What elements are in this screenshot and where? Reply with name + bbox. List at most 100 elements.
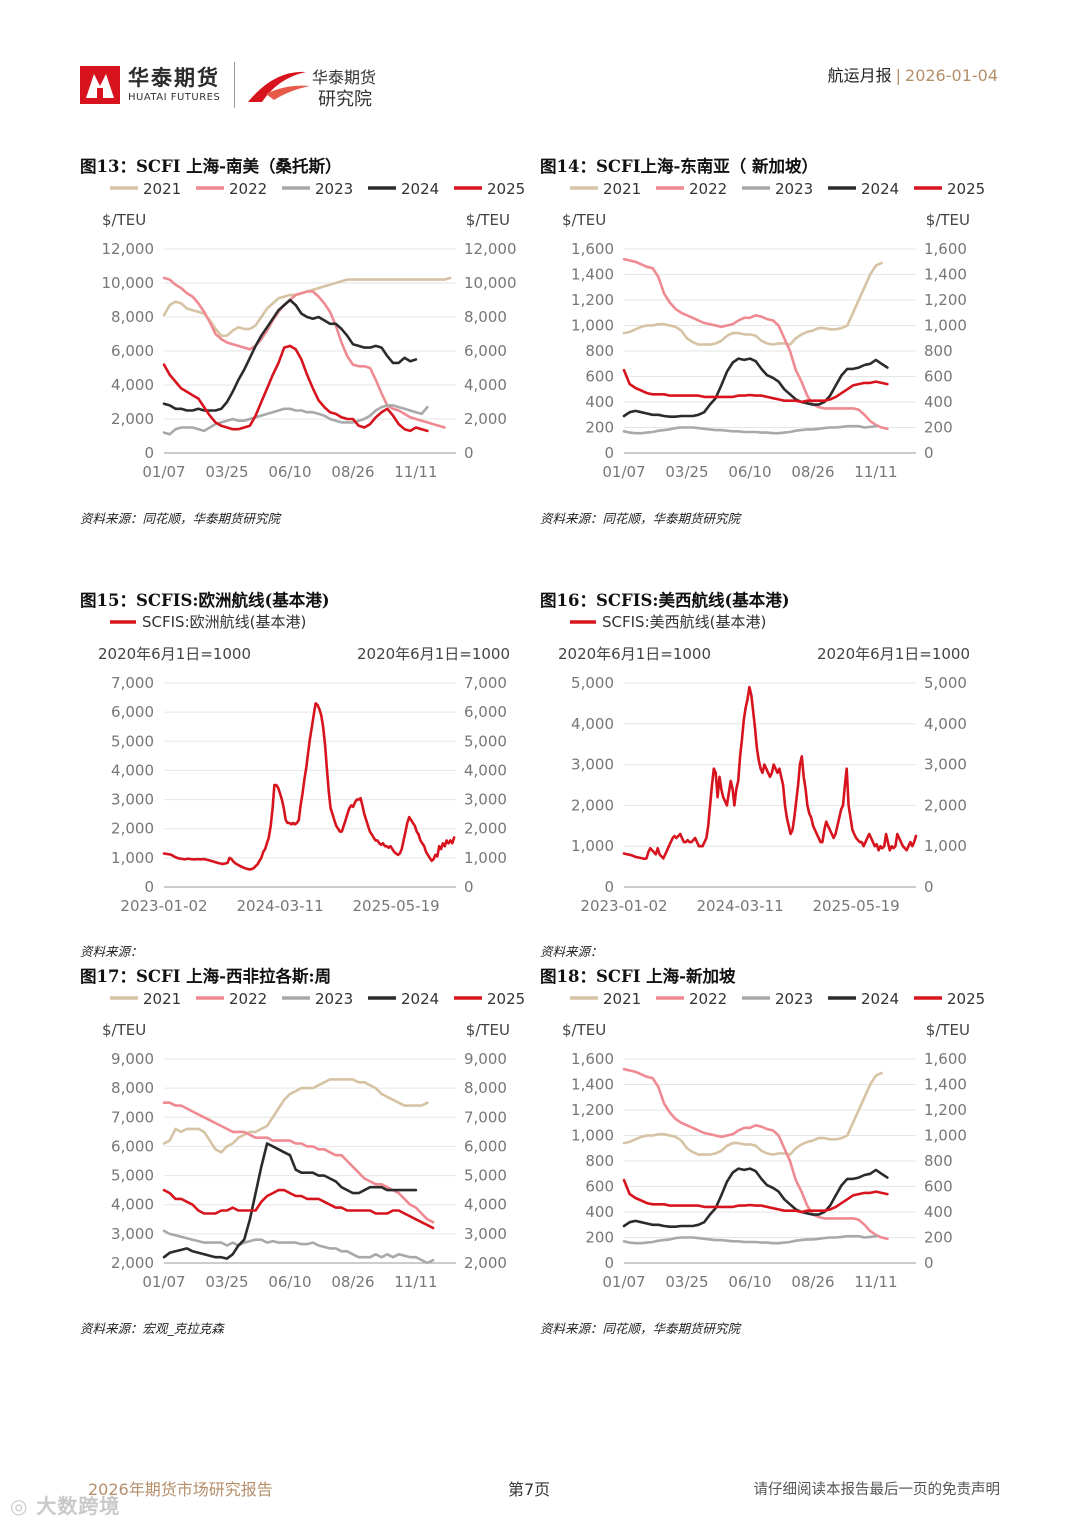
legend-label-2022: 2022 <box>229 990 267 1008</box>
figure-16-source: 资料来源： <box>540 944 603 959</box>
y-tick-label-left: 400 <box>585 1203 614 1221</box>
y-tick-label-left: 1,400 <box>571 266 614 284</box>
y-tick-label-left: 3,000 <box>571 756 614 774</box>
y-tick-label-right: 2,000 <box>924 796 967 814</box>
x-tick-label: 06/10 <box>728 463 771 481</box>
brand-name-en: HUATAI FUTURES <box>128 92 221 103</box>
y-axis-unit-left: $/TEU <box>562 1021 606 1039</box>
figure-18-source: 资料来源：同花顺，华泰期货研究院 <box>540 1321 741 1336</box>
y-tick-label-right: 8,000 <box>464 1079 507 1097</box>
y-tick-label-left: 4,000 <box>111 761 154 779</box>
x-tick-label: 08/26 <box>791 1273 834 1291</box>
series-line-2024 <box>622 1167 889 1228</box>
y-tick-label-right: 2,000 <box>464 820 507 838</box>
y-tick-label-left: 200 <box>585 419 614 437</box>
x-tick-label: 08/26 <box>331 1273 374 1291</box>
y-tick-label-left: 1,200 <box>571 1101 614 1119</box>
legend-label-2025: 2025 <box>947 180 985 198</box>
series-line-2022 <box>622 1067 889 1241</box>
y-tick-label-right: 5,000 <box>464 732 507 750</box>
x-tick-label: 2023-01-02 <box>120 897 207 915</box>
y-axis-unit-right: $/TEU <box>466 1021 510 1039</box>
legend-label-2024: 2024 <box>401 180 439 198</box>
figure-18-title: 图18：SCFI 上海-新加坡 <box>540 967 736 986</box>
y-tick-label-left: 7,000 <box>111 674 154 692</box>
legend-label-2021: 2021 <box>603 180 641 198</box>
figure-16-title: 图16：SCFIS:美西航线(基本港) <box>540 591 790 610</box>
figure-13-source: 资料来源：同花顺，华泰期货研究院 <box>80 511 281 526</box>
y-tick-label-right: 1,000 <box>924 1127 967 1145</box>
y-axis-unit-left: 2020年6月1日=1000 <box>558 645 711 663</box>
watermark-icon: ◎ <box>10 1494 37 1518</box>
series-line-SCFIS:欧洲航线(基本港) <box>162 702 456 871</box>
y-tick-label-right: 0 <box>464 878 474 896</box>
y-tick-label-left: 1,000 <box>571 1127 614 1145</box>
y-axis-unit-left: $/TEU <box>102 1021 146 1039</box>
y-tick-label-left: 600 <box>585 1178 614 1196</box>
y-tick-label-left: 8,000 <box>111 308 154 326</box>
y-tick-label-left: 1,200 <box>571 291 614 309</box>
series-line-2024 <box>162 1142 418 1260</box>
series-line-2025 <box>162 1188 435 1230</box>
x-tick-label: 11/11 <box>394 463 437 481</box>
legend-label-2025: 2025 <box>487 990 525 1008</box>
brand-name-cn: 华泰期货 <box>128 66 220 90</box>
y-tick-label-right: 1,600 <box>924 240 967 258</box>
series-line-2021 <box>162 276 452 337</box>
y-tick-label-right: 1,200 <box>924 1101 967 1119</box>
y-tick-label-left: 1,000 <box>111 849 154 867</box>
x-tick-label: 01/07 <box>142 1273 185 1291</box>
chart-figure-16: SCFIS:美西航线(基本港) 2020年6月1日=1000 2020年6月1日=1… <box>558 613 970 915</box>
footer-report-title: 2026年期货市场研究报告 <box>88 1480 273 1499</box>
watermark: ◎ 大数跨境 <box>10 1490 120 1519</box>
x-tick-label: 2025-05-19 <box>353 897 440 915</box>
legend-label-2021: 2021 <box>603 990 641 1008</box>
series-line-2025 <box>162 344 429 433</box>
series-line-2023 <box>622 1234 878 1245</box>
institute-logo-icon <box>248 71 310 102</box>
y-axis-unit-right: $/TEU <box>926 1021 970 1039</box>
figure-15-source: 资料来源： <box>80 944 143 959</box>
y-tick-label-left: 10,000 <box>102 274 155 292</box>
y-tick-label-right: 200 <box>924 1229 953 1247</box>
chart-figure-14: 2021 2022 2023 2024 2025 $/TEU $/TEU 0 0 200 200 40… <box>562 180 985 481</box>
chart-figure-13: 2021 2022 2023 2024 2025 $/TEU $/TEU 0 0 2,000 2,0… <box>102 180 526 481</box>
y-axis-unit-left: 2020年6月1日=1000 <box>98 645 251 663</box>
x-tick-label: 06/10 <box>268 463 311 481</box>
y-tick-label-left: 0 <box>604 444 614 462</box>
y-tick-label-right: 1,200 <box>924 291 967 309</box>
series-line-2024 <box>622 357 889 418</box>
x-tick-label: 08/26 <box>331 463 374 481</box>
y-tick-label-right: 400 <box>924 1203 953 1221</box>
y-tick-label-right: 6,000 <box>464 342 507 360</box>
legend-label-2021: 2021 <box>143 180 181 198</box>
y-tick-label-right: 7,000 <box>464 1108 507 1126</box>
y-tick-label-left: 1,600 <box>571 240 614 258</box>
y-tick-label-right: 1,000 <box>464 849 507 867</box>
figure-14-source: 资料来源：同花顺，华泰期货研究院 <box>540 511 741 526</box>
legend-label-2023: 2023 <box>315 180 353 198</box>
series-line-2023 <box>622 424 878 435</box>
y-tick-label-right: 6,000 <box>464 1137 507 1155</box>
y-tick-label-right: 10,000 <box>464 274 517 292</box>
x-tick-label: 03/25 <box>205 1273 248 1291</box>
institute-name-line1: 华泰期货 <box>312 68 377 87</box>
y-tick-label-left: 1,400 <box>571 1076 614 1094</box>
y-tick-label-right: 2,000 <box>464 410 507 428</box>
header-separator: | <box>895 66 902 85</box>
chart-figure-18: 2021 2022 2023 2024 2025 $/TEU $/TEU 0 0 200 200 40… <box>562 990 985 1291</box>
legend-label-2024: 2024 <box>861 990 899 1008</box>
huatai-logo <box>78 62 238 108</box>
chart-figure-15: SCFIS:欧洲航线(基本港) 2020年6月1日=1000 2020年6月1日=1… <box>98 613 510 915</box>
y-axis-unit-right: 2020年6月1日=1000 <box>357 645 510 663</box>
report-date: 2026-01-04 <box>905 66 998 85</box>
series-line-2021 <box>162 1078 429 1154</box>
y-tick-label-left: 6,000 <box>111 1137 154 1155</box>
y-tick-label-left: 4,000 <box>111 1196 154 1214</box>
legend-label-2022: 2022 <box>229 180 267 198</box>
y-tick-label-left: 3,000 <box>111 1225 154 1243</box>
y-tick-label-right: 800 <box>924 1152 953 1170</box>
series-line-2022 <box>622 257 889 431</box>
y-tick-label-left: 800 <box>585 1152 614 1170</box>
y-tick-label-left: 12,000 <box>102 240 155 258</box>
